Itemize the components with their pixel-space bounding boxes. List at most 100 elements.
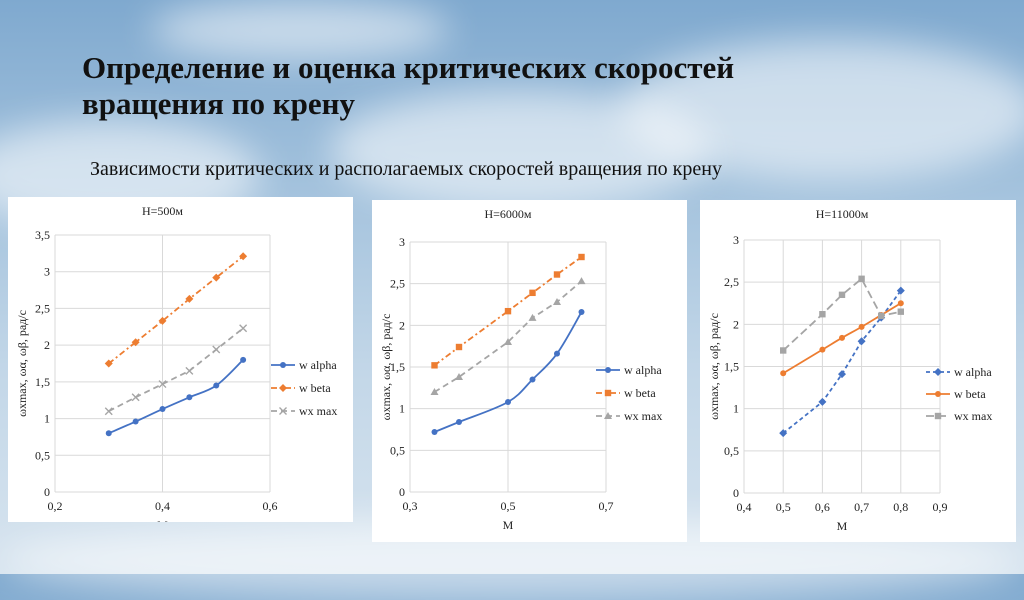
x-axis-label: M (503, 518, 514, 532)
legend-marker (280, 362, 286, 368)
series-line (433, 256, 583, 367)
legend-marker (279, 384, 287, 392)
data-point (553, 271, 561, 278)
data-point (897, 308, 904, 315)
data-point (528, 313, 537, 321)
y-tick-label: 2,5 (35, 301, 50, 315)
data-point (529, 376, 536, 383)
legend-label: w alpha (954, 365, 992, 379)
data-point (780, 347, 787, 354)
x-tick-label: 0,9 (933, 500, 948, 514)
data-point (239, 252, 248, 261)
x-tick-label: 0,4 (737, 500, 752, 514)
data-point (212, 345, 221, 354)
data-point (431, 429, 438, 435)
y-tick-label: 0,5 (390, 443, 405, 457)
series-line (108, 359, 244, 435)
y-tick-label: 1,5 (35, 375, 50, 389)
x-tick-label: 0,3 (403, 499, 418, 513)
data-point (430, 388, 439, 395)
x-tick-label: 0,4 (155, 499, 170, 513)
legend-item: w beta (926, 387, 986, 401)
y-tick-label: 0 (733, 486, 739, 500)
data-point (185, 366, 194, 375)
legend-label: w alpha (624, 363, 662, 377)
data-point (131, 338, 140, 347)
data-point (529, 289, 536, 297)
y-tick-label: 0 (44, 485, 50, 499)
y-tick-label: 3 (733, 233, 739, 247)
data-point (553, 298, 561, 305)
y-tick-label: 1 (44, 412, 50, 426)
y-tick-label: 0,5 (35, 448, 50, 462)
y-tick-label: 2,5 (724, 275, 739, 289)
y-tick-label: 2,5 (390, 277, 405, 291)
data-point (455, 343, 463, 351)
legend-item: w beta (596, 386, 656, 400)
series-wx-max (780, 275, 904, 354)
slide-subtitle: Зависимости критических и располагаемых … (90, 158, 722, 180)
data-point (779, 429, 788, 438)
legend-label: wx max (954, 409, 992, 423)
data-point (577, 277, 586, 285)
y-tick-label: 3 (399, 235, 405, 249)
series-w-beta (104, 252, 248, 368)
y-tick-label: 2 (733, 317, 739, 331)
legend-marker (935, 391, 941, 397)
data-point (132, 418, 139, 425)
data-point (505, 399, 511, 405)
series-line (108, 255, 244, 365)
data-point (158, 316, 167, 325)
series-w-beta (431, 253, 585, 369)
cloud (150, 0, 450, 60)
data-point (504, 307, 512, 315)
x-tick-label: 0,8 (893, 500, 908, 514)
data-point (431, 362, 438, 369)
data-point (858, 323, 865, 330)
data-point (131, 393, 140, 402)
legend-item: wx max (596, 409, 662, 423)
chart-h11000: H=11000м 0 0,5 1 1,5 2 2,5 3 0,4 0,5 0,6 0,7 0,8 0,9 M… (707, 207, 992, 533)
slide-title: Определение и оценка критических скорост… (82, 50, 735, 121)
y-tick-label: 2 (44, 338, 50, 352)
data-point (213, 382, 220, 389)
series-w-alpha (779, 286, 905, 438)
legend-marker (279, 407, 287, 415)
chart-title: H=6000м (484, 207, 531, 221)
y-tick-label: 3 (44, 265, 50, 279)
legend-item: w alpha (596, 363, 662, 377)
data-point (554, 350, 560, 357)
data-point (185, 294, 194, 303)
series-wx-max (104, 324, 248, 416)
x-tick-label: 0,5 (776, 500, 791, 514)
x-tick-label: 0,7 (854, 500, 869, 514)
data-point (239, 324, 248, 333)
legend-label: w beta (299, 381, 331, 395)
data-point (857, 337, 866, 346)
data-point (838, 291, 846, 299)
legend-label: wx max (624, 409, 662, 423)
y-axis-label: ωxmax, ωα, ωβ, рад/с (707, 313, 721, 420)
data-point (578, 253, 585, 261)
y-tick-label: 0,5 (724, 444, 739, 458)
y-tick-label: 2 (399, 318, 405, 332)
data-point (455, 373, 463, 380)
series-line (434, 311, 583, 433)
x-axis-label: M (157, 518, 168, 522)
data-point (896, 286, 905, 295)
data-point (878, 312, 885, 320)
x-tick-label: 0,6 (263, 499, 278, 513)
series-line (108, 327, 244, 413)
data-point (838, 370, 846, 379)
data-point (897, 300, 904, 307)
data-point (159, 406, 166, 413)
data-point (105, 430, 112, 437)
legend-marker (604, 389, 612, 397)
y-axis-label: ωxmax, ωα, ωβ, рад/с (379, 314, 393, 421)
legend-label: w beta (954, 387, 986, 401)
y-tick-label: 1 (733, 402, 739, 416)
